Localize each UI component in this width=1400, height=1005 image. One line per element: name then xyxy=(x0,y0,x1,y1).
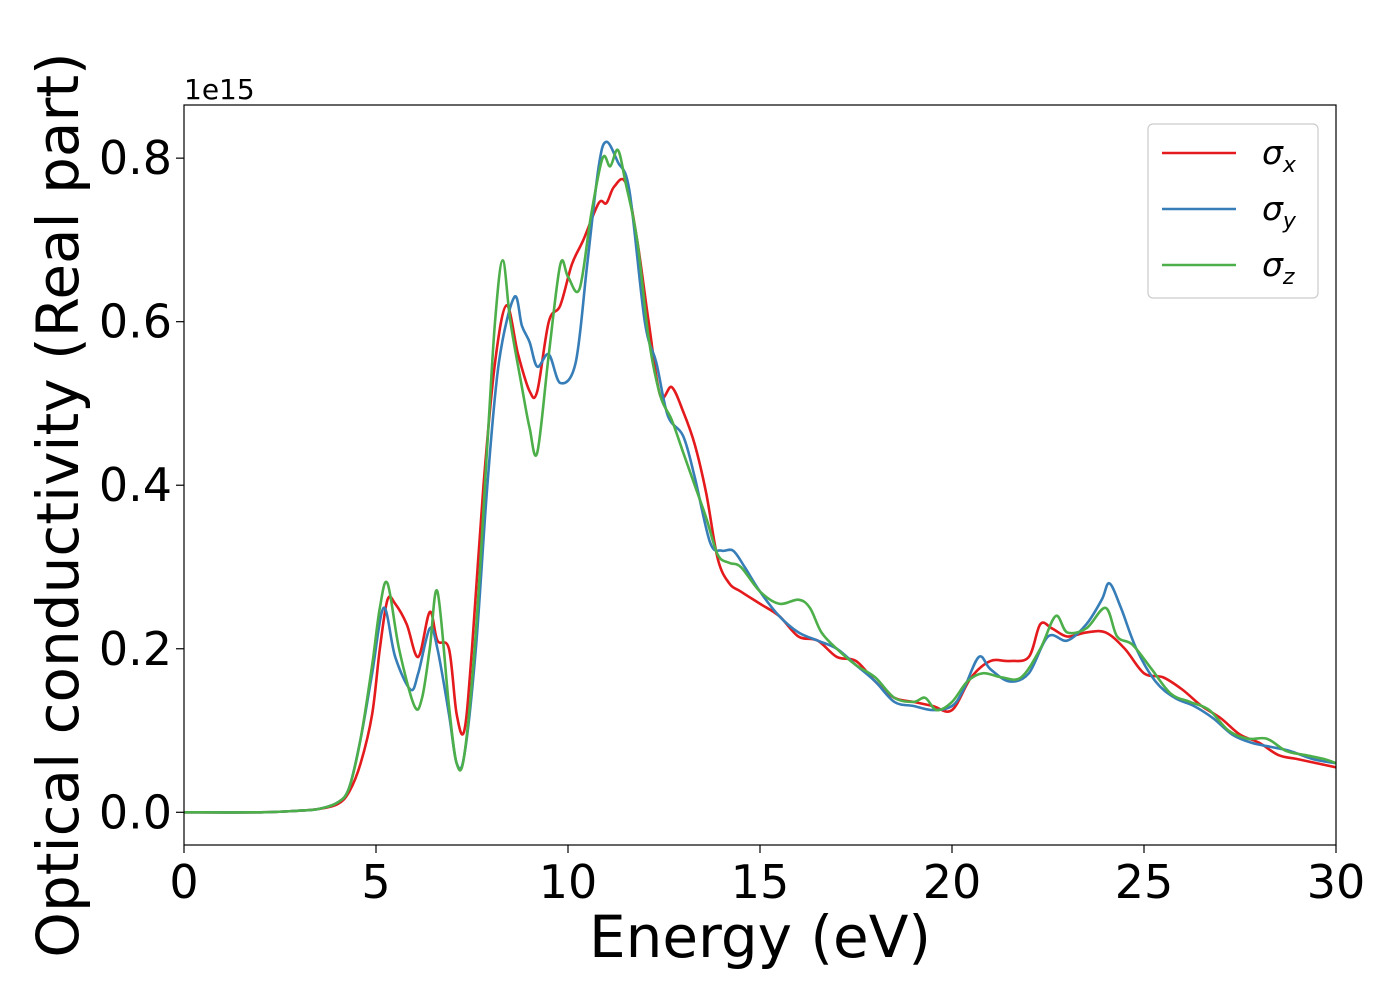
legend-label: σx xyxy=(1262,133,1297,178)
x-tick-label: 20 xyxy=(923,855,982,909)
legend-label: σz xyxy=(1262,245,1295,290)
legend: σx σy σz xyxy=(1147,123,1319,299)
y-tick-label: 0.0 xyxy=(99,785,172,839)
x-axis-title: Energy (eV) xyxy=(589,903,931,971)
legend-item-y: σy xyxy=(1162,189,1297,234)
y-offset-label: 1e15 xyxy=(184,73,255,106)
y-tick-label: 0.6 xyxy=(99,295,172,349)
y-axis-title: Optical conductivity (Real part) xyxy=(24,52,92,957)
series-line-z xyxy=(184,148,1336,814)
x-tick-label: 5 xyxy=(361,855,390,909)
legend-item-x: σx xyxy=(1162,133,1297,178)
x-tick-label: 10 xyxy=(539,855,598,909)
x-tick-label: 25 xyxy=(1115,855,1174,909)
y-tick-label: 0.2 xyxy=(99,622,172,676)
y-tick-label: 0.4 xyxy=(99,458,172,512)
legend-label: σy xyxy=(1262,189,1297,234)
y-axis: 0.0 0.2 0.4 0.6 0.8 xyxy=(99,131,184,839)
x-tick-label: 30 xyxy=(1307,855,1366,909)
legend-item-z: σz xyxy=(1162,245,1295,290)
plot-lines xyxy=(184,140,1336,814)
x-tick-label: 0 xyxy=(169,855,198,909)
y-tick-label: 0.8 xyxy=(99,131,172,185)
x-tick-label: 15 xyxy=(731,855,790,909)
series-line-x xyxy=(184,177,1336,814)
legend-box xyxy=(1147,123,1319,299)
x-axis: 0 5 10 15 20 25 30 xyxy=(169,845,1365,909)
